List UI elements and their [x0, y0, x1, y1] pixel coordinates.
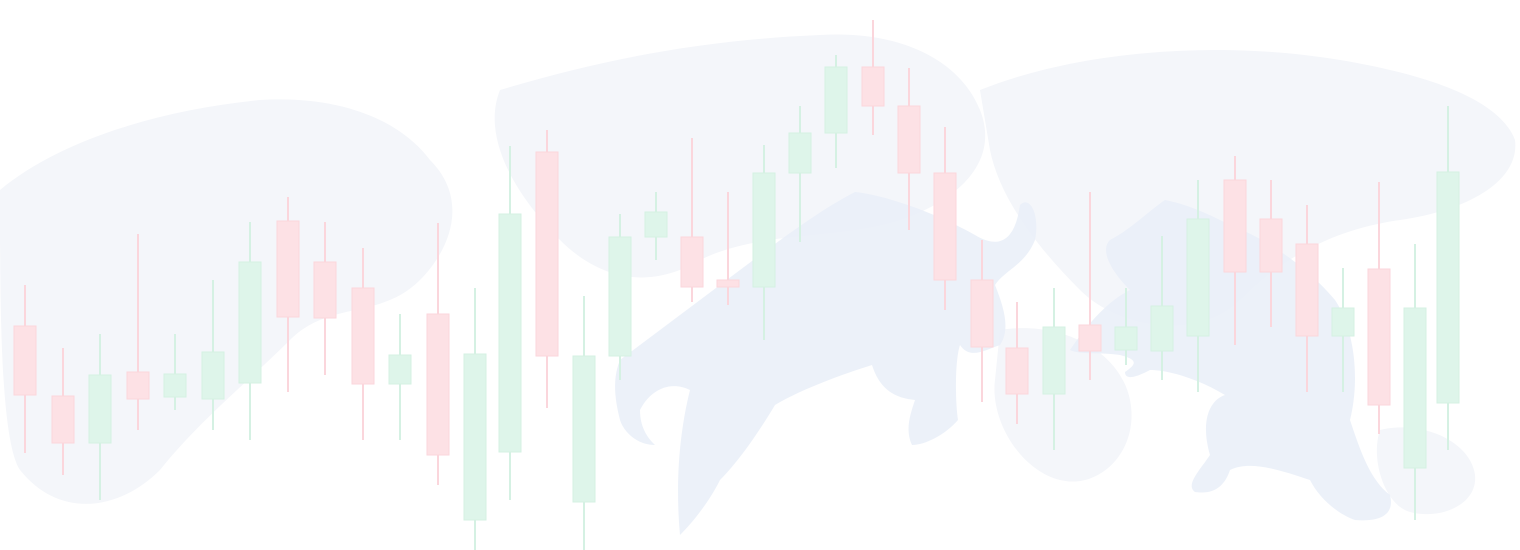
candle-body — [498, 213, 522, 453]
candle-body — [1259, 218, 1283, 273]
candle — [680, 138, 704, 302]
candle-body — [897, 105, 921, 174]
candle — [1367, 182, 1391, 434]
candle — [608, 214, 632, 380]
candle-body — [572, 355, 596, 503]
candle-body — [126, 371, 150, 400]
candle-body — [426, 313, 450, 456]
candle — [1259, 180, 1283, 327]
candle — [1223, 156, 1247, 345]
candle-body — [1223, 179, 1247, 273]
candle-body — [238, 261, 262, 384]
candle-body — [1150, 305, 1174, 352]
continent — [0, 99, 453, 504]
candle — [933, 127, 957, 310]
candle — [1150, 236, 1174, 380]
candle-body — [752, 172, 776, 288]
candle-body — [1005, 347, 1029, 395]
candle — [276, 197, 300, 392]
candle — [201, 280, 225, 430]
candle-body — [970, 279, 994, 348]
candle — [51, 348, 75, 475]
candle — [644, 192, 668, 260]
candle-body — [1403, 307, 1427, 469]
candle — [313, 222, 337, 375]
candle-body — [644, 211, 668, 238]
candle — [126, 234, 150, 430]
continent — [994, 328, 1132, 482]
candle-body — [1295, 243, 1319, 337]
candle — [426, 223, 450, 485]
candle-body — [680, 236, 704, 288]
candle — [897, 68, 921, 230]
candle — [970, 240, 994, 402]
candle-body — [1331, 307, 1355, 337]
candle — [1436, 106, 1460, 450]
candle-body — [535, 151, 559, 357]
candle-body — [463, 353, 487, 521]
candle-body — [1042, 326, 1066, 395]
bull-silhouette — [615, 192, 1037, 535]
candle — [788, 106, 812, 242]
candle — [13, 285, 37, 453]
candle — [1042, 288, 1066, 450]
candle — [463, 288, 487, 550]
candle — [498, 146, 522, 500]
candle-body — [51, 395, 75, 444]
candle — [163, 334, 187, 410]
candle-body — [1186, 218, 1210, 337]
candle — [1331, 268, 1355, 392]
candle-body — [351, 287, 375, 385]
candle — [238, 222, 262, 440]
candle-body — [824, 66, 848, 134]
candle — [1186, 180, 1210, 392]
candle — [752, 145, 776, 340]
candle-body — [163, 373, 187, 398]
candle-body — [201, 351, 225, 400]
candle — [716, 192, 740, 305]
candle-body — [933, 172, 957, 281]
candle-body — [276, 220, 300, 318]
continent — [1376, 427, 1476, 515]
candle-body — [1436, 171, 1460, 404]
candle-body — [861, 66, 885, 107]
candle — [861, 20, 885, 135]
candle-body — [1114, 326, 1138, 351]
candle-body — [13, 325, 37, 396]
candle-body — [88, 374, 112, 444]
candle-body — [1367, 268, 1391, 406]
candle — [388, 314, 412, 440]
candle — [351, 248, 375, 440]
candle-body — [1078, 324, 1102, 352]
candle — [1403, 244, 1427, 520]
candle — [1114, 288, 1138, 365]
candle — [1295, 205, 1319, 392]
candle — [88, 334, 112, 500]
candle-body — [313, 261, 337, 319]
candle — [1005, 302, 1029, 424]
candle-body — [716, 279, 740, 288]
candle — [572, 296, 596, 550]
candle-body — [608, 236, 632, 357]
candle-body — [788, 132, 812, 174]
candle-body — [388, 354, 412, 385]
candle — [1078, 192, 1102, 380]
candle — [824, 55, 848, 168]
candle — [535, 130, 559, 408]
